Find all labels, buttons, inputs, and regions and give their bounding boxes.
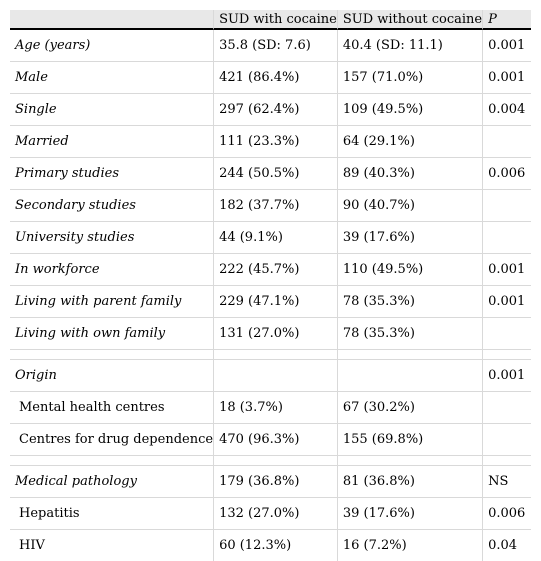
table-row: Secondary studies 182 (37.7%) 90 (40.7%) [10,190,531,222]
p-value [482,126,531,158]
row-label: Living with own family [10,318,214,350]
with-cocaine-value: 18 (3.7%) [213,392,337,424]
without-cocaine-value: 39 (17.6%) [336,498,483,530]
table-row: University studies 44 (9.1%) 39 (17.6%) [10,222,531,254]
table-row: Married 111 (23.3%) 64 (29.1%) [10,126,531,158]
without-cocaine-value: 89 (40.3%) [336,158,483,190]
comparison-table: SUD with cocaine SUD without cocaine P A… [10,10,531,561]
table-row: In workforce 222 (45.7%) 110 (49.5%) 0.0… [10,254,531,286]
p-value: 0.001 [482,254,531,286]
without-cocaine-value: 157 (71.0%) [336,62,483,94]
p-value: 0.04 [482,530,531,561]
with-cocaine-value: 60 (12.3%) [213,530,337,561]
p-value [482,222,531,254]
row-label: Primary studies [10,158,214,190]
row-label: Centres for drug dependence [10,424,214,456]
row-label: Secondary studies [10,190,214,222]
header-p-value: P [482,10,531,30]
row-label: Living with parent family [10,286,214,318]
row-label: Age (years) [10,30,214,62]
without-cocaine-value: 78 (35.3%) [336,286,483,318]
header-with-cocaine: SUD with cocaine [213,10,337,30]
with-cocaine-value [213,360,337,392]
p-value [482,392,531,424]
spacer-row [10,456,531,466]
table-row: Primary studies 244 (50.5%) 89 (40.3%) 0… [10,158,531,190]
p-value: 0.001 [482,30,531,62]
header-row: SUD with cocaine SUD without cocaine P [10,10,531,30]
with-cocaine-value: 111 (23.3%) [213,126,337,158]
with-cocaine-value: 421 (86.4%) [213,62,337,94]
table-row: Single 297 (62.4%) 109 (49.5%) 0.004 [10,94,531,126]
table-row: Hepatitis 132 (27.0%) 39 (17.6%) 0.006 [10,498,531,530]
header-without-cocaine: SUD without cocaine [336,10,483,30]
table-row: Medical pathology 179 (36.8%) 81 (36.8%)… [10,466,531,498]
with-cocaine-value: 35.8 (SD: 7.6) [213,30,337,62]
table-row: Male 421 (86.4%) 157 (71.0%) 0.001 [10,62,531,94]
table-row: Centres for drug dependence 470 (96.3%) … [10,424,531,456]
p-value: 0.004 [482,94,531,126]
without-cocaine-value: 90 (40.7%) [336,190,483,222]
row-label: Hepatitis [10,498,214,530]
row-label: Male [10,62,214,94]
row-label: Origin [10,360,214,392]
row-label: Mental health centres [10,392,214,424]
p-value: NS [482,466,531,498]
header-empty [10,10,214,30]
without-cocaine-value: 16 (7.2%) [336,530,482,561]
with-cocaine-value: 229 (47.1%) [213,286,337,318]
without-cocaine-value: 40.4 (SD: 11.1) [336,30,483,62]
p-value: 0.001 [482,286,531,318]
row-label: In workforce [10,254,214,286]
p-value: 0.001 [482,360,531,392]
table-row: Living with parent family 229 (47.1%) 78… [10,286,531,318]
p-value: 0.006 [482,498,531,530]
with-cocaine-value: 179 (36.8%) [213,466,337,498]
without-cocaine-value: 109 (49.5%) [336,94,483,126]
without-cocaine-value: 110 (49.5%) [336,254,483,286]
p-value [482,424,531,456]
with-cocaine-value: 470 (96.3%) [213,424,337,456]
without-cocaine-value: 155 (69.8%) [336,424,483,456]
row-label: University studies [10,222,214,254]
with-cocaine-value: 131 (27.0%) [213,318,337,350]
table-row: Living with own family 131 (27.0%) 78 (3… [10,318,531,350]
p-value: 0.001 [482,62,531,94]
with-cocaine-value: 297 (62.4%) [213,94,337,126]
row-label: Married [10,126,214,158]
without-cocaine-value: 78 (35.3%) [336,318,483,350]
with-cocaine-value: 132 (27.0%) [213,498,337,530]
p-value [482,318,531,350]
without-cocaine-value [336,360,483,392]
p-value [482,190,531,222]
table-row: Mental health centres 18 (3.7%) 67 (30.2… [10,392,531,424]
with-cocaine-value: 244 (50.5%) [213,158,337,190]
without-cocaine-value: 67 (30.2%) [336,392,483,424]
without-cocaine-value: 81 (36.8%) [336,466,483,498]
table-row: Origin 0.001 [10,360,531,392]
row-label: Medical pathology [10,466,214,498]
with-cocaine-value: 222 (45.7%) [213,254,337,286]
without-cocaine-value: 64 (29.1%) [336,126,483,158]
p-value: 0.006 [482,158,531,190]
without-cocaine-value: 39 (17.6%) [336,222,483,254]
table-row: Age (years) 35.8 (SD: 7.6) 40.4 (SD: 11.… [10,30,531,62]
with-cocaine-value: 44 (9.1%) [213,222,337,254]
row-label: HIV [19,538,45,553]
row-label: Single [10,94,214,126]
spacer-row [10,350,531,360]
with-cocaine-value: 182 (37.7%) [213,190,337,222]
table-row: HIV 60 (12.3%) 16 (7.2%) 0.04 [10,530,531,561]
